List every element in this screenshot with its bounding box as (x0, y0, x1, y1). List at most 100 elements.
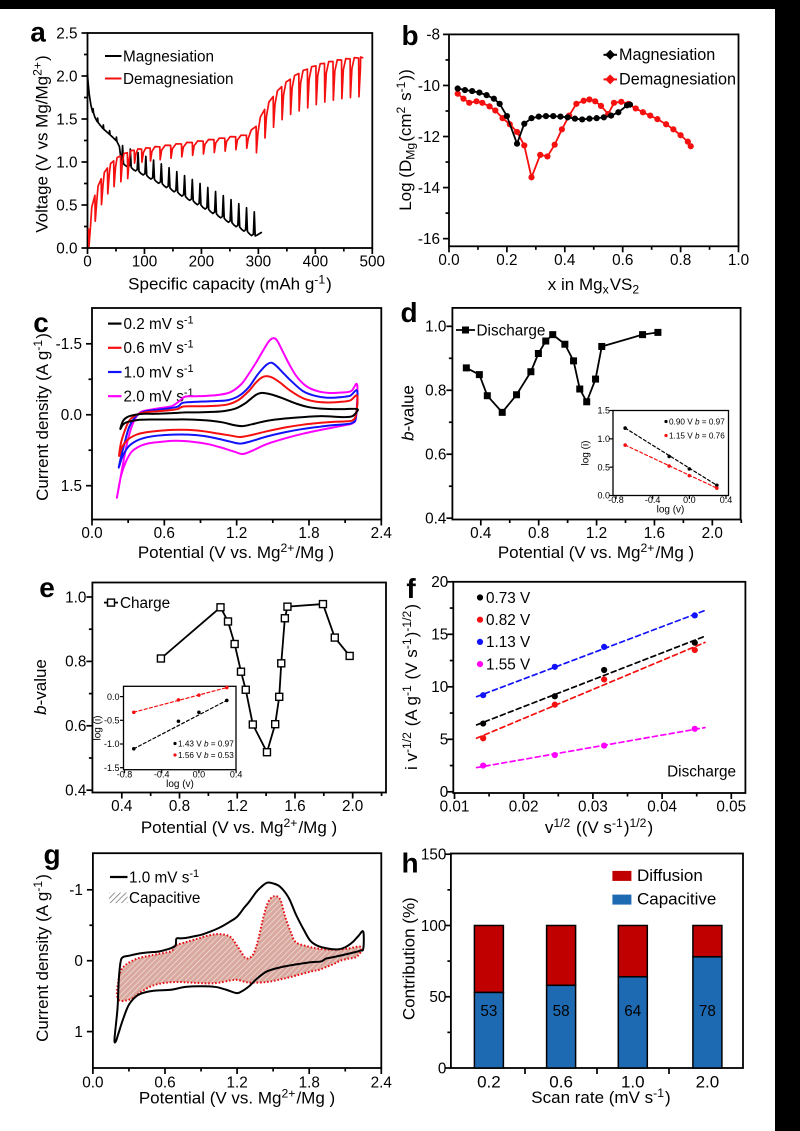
svg-text:c: c (33, 307, 49, 338)
svg-text:1.55 V: 1.55 V (486, 656, 531, 673)
svg-text:-12: -12 (418, 129, 440, 146)
svg-text:f: f (406, 573, 416, 604)
svg-text:v1/2 ((V s-1 )1/2 ): v1/2 ((V s-1 )1/2 ) (545, 816, 653, 837)
svg-text:0.6: 0.6 (549, 1073, 573, 1092)
svg-text:300: 300 (246, 254, 272, 271)
svg-text:0.0: 0.0 (107, 692, 120, 702)
svg-text:2.4: 2.4 (371, 525, 393, 542)
svg-text:b: b (401, 20, 418, 51)
svg-text:Discharge: Discharge (667, 764, 736, 781)
svg-text:1: 1 (74, 1024, 83, 1041)
svg-text:0.0: 0.0 (82, 1075, 103, 1092)
svg-text:1.8: 1.8 (299, 1075, 320, 1092)
svg-text:0.0: 0.0 (81, 525, 102, 542)
svg-text:-16: -16 (418, 231, 440, 248)
svg-text:0.0: 0.0 (438, 252, 459, 269)
svg-text:Current density (A g-1 ): Current density (A g-1 ) (31, 333, 52, 501)
svg-text:0.6: 0.6 (425, 447, 446, 464)
svg-text:0.73 V: 0.73 V (486, 590, 531, 607)
svg-text:-10: -10 (418, 78, 440, 95)
svg-text:500: 500 (360, 254, 386, 271)
svg-text:0.05: 0.05 (716, 799, 746, 816)
svg-text:64: 64 (624, 1003, 642, 1020)
svg-text:1.0: 1.0 (425, 319, 446, 336)
svg-text:0.0: 0.0 (683, 495, 696, 505)
svg-text:0: 0 (438, 1060, 447, 1077)
svg-text:Potential (V vs. Mg2+ /Mg ): Potential (V vs. Mg2+ /Mg ) (498, 541, 694, 562)
svg-text:0.6 mV s-1: 0.6 mV s-1 (124, 339, 195, 358)
svg-text:e: e (39, 572, 55, 603)
svg-text:-0.4: -0.4 (645, 495, 661, 505)
svg-text:1.8: 1.8 (298, 525, 319, 542)
svg-text:Potential (V vs. Mg2+ /Mg ): Potential (V vs. Mg2+ /Mg ) (139, 1086, 335, 1107)
svg-text:Voltage (V vs Mg/Mg2+ ): Voltage (V vs Mg/Mg2+ ) (30, 55, 51, 232)
svg-text:0.90 V b = 0.97: 0.90 V b = 0.97 (669, 418, 725, 427)
svg-text:Capacitive: Capacitive (129, 890, 200, 907)
svg-text:0.6: 0.6 (65, 718, 86, 735)
svg-text:53: 53 (480, 1003, 497, 1020)
svg-text:d: d (400, 297, 417, 328)
svg-text:-0.8: -0.8 (608, 495, 624, 505)
svg-text:-1.5: -1.5 (56, 336, 82, 353)
svg-text:Potential (V vs. Mg2+ /Mg ): Potential (V vs. Mg2+ /Mg ) (138, 541, 334, 562)
svg-text:150: 150 (421, 847, 447, 864)
svg-text:0.04: 0.04 (647, 799, 677, 816)
svg-text:0.8: 0.8 (670, 252, 691, 269)
svg-text:1.6: 1.6 (644, 525, 665, 542)
svg-text:1.5: 1.5 (61, 478, 82, 495)
svg-text:1.2: 1.2 (226, 525, 247, 542)
svg-text:x in Mgx VS2: x in Mgx VS2 (548, 275, 640, 296)
svg-text:-8: -8 (426, 27, 440, 44)
svg-text:1.56 V b = 0.53: 1.56 V b = 0.53 (178, 751, 234, 760)
svg-text:1.0: 1.0 (621, 1073, 645, 1092)
svg-text:0.4: 0.4 (720, 495, 733, 505)
svg-text:58: 58 (553, 1003, 570, 1020)
svg-text:2.4: 2.4 (371, 1075, 393, 1092)
svg-text:5: 5 (440, 732, 449, 749)
svg-text:Demagnesiation: Demagnesiation (123, 71, 234, 88)
svg-text:Magnesiation: Magnesiation (123, 48, 214, 65)
svg-text:-1.0: -1.0 (104, 739, 120, 749)
svg-text:Potential (V vs. Mg2+ /Mg ): Potential (V vs. Mg2+ /Mg ) (141, 816, 337, 837)
svg-text:1.6: 1.6 (284, 798, 305, 815)
svg-text:1.2: 1.2 (227, 798, 248, 815)
svg-text:1.2: 1.2 (586, 525, 607, 542)
svg-text:1.0: 1.0 (56, 154, 77, 171)
svg-text:0.8: 0.8 (528, 525, 549, 542)
svg-text:log (v): log (v) (166, 779, 194, 790)
svg-text:1.0: 1.0 (728, 252, 749, 269)
svg-text:g: g (43, 839, 60, 870)
svg-text:0.2: 0.2 (496, 252, 517, 269)
svg-text:1.13 V: 1.13 V (486, 634, 531, 651)
svg-text:0.02: 0.02 (509, 799, 539, 816)
svg-text:2.0: 2.0 (342, 798, 363, 815)
svg-text:-0.4: -0.4 (154, 769, 170, 779)
svg-text:0.8: 0.8 (425, 383, 446, 400)
svg-text:Magnesiation: Magnesiation (619, 46, 715, 64)
svg-text:0.4: 0.4 (230, 769, 243, 779)
svg-text:1.0 mV s-1: 1.0 mV s-1 (129, 868, 200, 887)
svg-text:2.0 mV s-1: 2.0 mV s-1 (124, 387, 195, 406)
svg-text:0: 0 (74, 953, 83, 970)
svg-text:10: 10 (431, 679, 448, 696)
svg-text:2.5: 2.5 (56, 25, 77, 42)
svg-text:100: 100 (421, 918, 447, 935)
svg-text:-1: -1 (69, 882, 83, 899)
svg-text:100: 100 (132, 254, 158, 271)
svg-text:20: 20 (431, 574, 448, 591)
svg-text:1.0: 1.0 (65, 589, 86, 606)
svg-text:0.5: 0.5 (597, 462, 610, 472)
svg-text:1.15 V b = 0.76: 1.15 V b = 0.76 (669, 432, 725, 441)
svg-text:0.0: 0.0 (61, 407, 82, 424)
svg-text:Log (DMg (cm2 s-1 )): Log (DMg (cm2 s-1 )) (394, 69, 418, 211)
svg-text:2.0: 2.0 (56, 68, 77, 85)
svg-text:1.0: 1.0 (597, 434, 610, 444)
svg-text:Discharge: Discharge (477, 322, 546, 339)
svg-text:log (i): log (i) (581, 440, 592, 465)
svg-text:0: 0 (440, 784, 449, 801)
svg-text:1.0 mV s-1: 1.0 mV s-1 (124, 363, 195, 382)
svg-text:0.4: 0.4 (470, 525, 492, 542)
svg-text:1.5: 1.5 (56, 111, 77, 128)
svg-text:-14: -14 (418, 180, 441, 197)
svg-text:Current density (A g-1 ): Current density (A g-1 ) (31, 874, 52, 1042)
